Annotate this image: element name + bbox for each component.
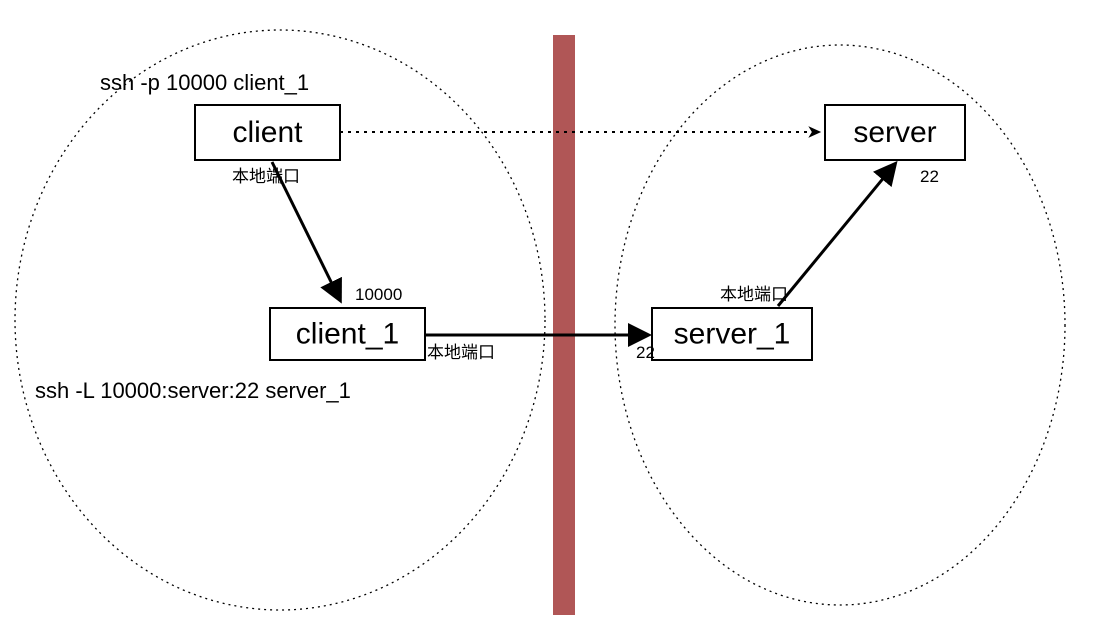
node-label-client_1: client_1 [296,318,399,351]
edges [272,132,895,335]
port-server1-port22: 22 [636,343,655,362]
port-server-port22: 22 [920,167,939,186]
nodes: client client_1 server_1 server [195,105,965,360]
edge-server1-to-server [778,164,895,306]
port-server1-localport: 本地端口 [720,285,788,304]
port-client1-port10000: 10000 [355,285,402,304]
cmd-cmd-bottom: ssh -L 10000:server:22 server_1 [35,378,351,403]
port-client-localport: 本地端口 [232,167,300,186]
node-label-client: client [232,116,303,149]
port-client1-localport: 本地端口 [427,343,495,362]
node-label-server: server [853,116,936,149]
node-label-server_1: server_1 [674,318,791,351]
diagram-canvas: client client_1 server_1 server 本地端口 10000 本地… [0,0,1107,638]
firewall-bar [553,35,575,615]
cmd-cmd-top: ssh -p 10000 client_1 [100,70,309,95]
